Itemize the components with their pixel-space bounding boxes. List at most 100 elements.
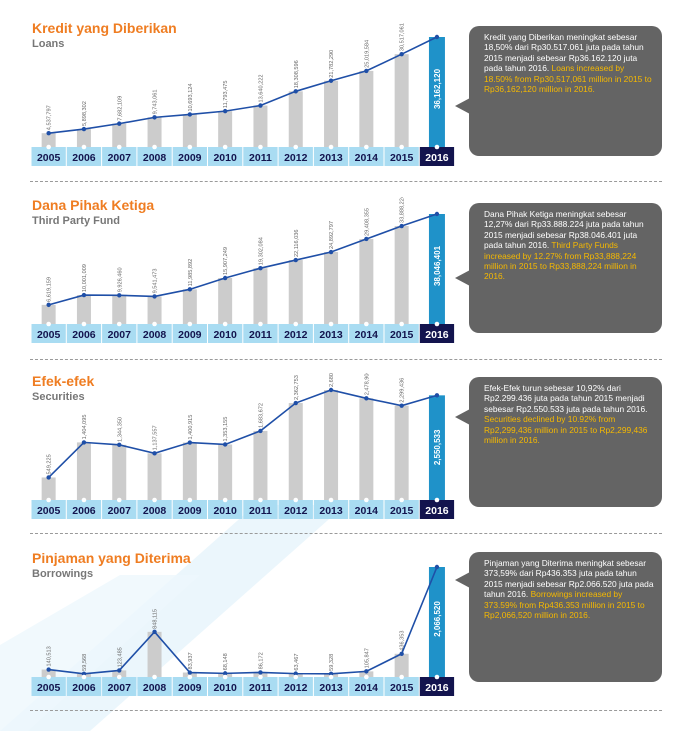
tick-label-2010: 2010 <box>213 152 237 164</box>
axis-dot-2011 <box>258 497 263 503</box>
axis-dot-2008 <box>152 674 157 680</box>
point-2013 <box>328 78 334 83</box>
point-2015 <box>399 651 404 656</box>
axis-dot-2016 <box>434 497 440 503</box>
point-2009 <box>187 112 193 117</box>
loans-section: Kredit yang Diberikan Loans 4,537,797 5,8… <box>0 20 687 180</box>
data-label-2010: 68,148 <box>223 653 229 670</box>
point-2016 <box>434 564 440 570</box>
year-box-2015 <box>384 147 419 166</box>
data-label-2008: 848,115 <box>153 609 159 629</box>
bar-2007 <box>112 295 127 324</box>
data-label-2009: 10,693,124 <box>188 83 194 111</box>
data-label-2011: 19,302,084 <box>258 237 264 265</box>
axis-dot-2011 <box>258 321 263 327</box>
year-box-2008 <box>137 324 172 343</box>
data-label-2009: 11,985,892 <box>188 259 194 287</box>
bar-2014 <box>359 238 374 324</box>
data-label-2012: 18,308,596 <box>294 60 300 88</box>
data-label-2014: 29,408,355 <box>364 208 370 236</box>
year-box-2013 <box>313 147 349 166</box>
tick-label-2013: 2013 <box>319 505 343 517</box>
year-box-2014 <box>349 147 384 166</box>
data-label-2011: 1,683,672 <box>258 403 264 428</box>
axis-dot-2012 <box>293 497 299 503</box>
axis-dot-2007 <box>116 144 122 150</box>
data-label-2016: 2,066,520 <box>433 601 442 637</box>
data-label-2005: 140,513 <box>47 646 53 666</box>
axis-dot-2011 <box>258 144 263 150</box>
point-2010 <box>222 671 228 676</box>
data-label-2007: 7,682,109 <box>117 96 123 121</box>
year-box-2015 <box>384 677 419 696</box>
point-2008 <box>152 294 157 299</box>
tick-label-2015: 2015 <box>390 505 414 517</box>
data-label-2013: 21,782,290 <box>329 50 335 78</box>
point-2008 <box>152 451 157 456</box>
bar-2008 <box>147 631 162 677</box>
tick-label-2009: 2009 <box>178 152 202 164</box>
loans-callout-pointer <box>455 98 470 114</box>
tick-label-2005: 2005 <box>37 505 61 517</box>
axis-dot-2006 <box>81 321 87 327</box>
bar-2016 <box>428 214 445 324</box>
third-party-fund-callout-pointer <box>455 270 470 286</box>
trend-line <box>48 36 438 134</box>
point-2016 <box>434 34 440 40</box>
point-2011 <box>258 265 263 271</box>
securities-callout-pointer <box>455 409 470 425</box>
axis-dot-2013 <box>328 497 334 503</box>
point-2007 <box>117 293 122 298</box>
point-2014 <box>364 669 369 674</box>
data-label-2014: 105,847 <box>364 648 370 668</box>
axis-dot-2006 <box>81 497 87 503</box>
year-box-2011 <box>243 677 278 696</box>
data-label-2015: 33,888,224 <box>400 197 406 223</box>
borrowings-chart: 140,513 59,568 123,485 848,115 83,937 68,148 8… <box>31 564 455 696</box>
year-box-2008 <box>137 677 172 696</box>
tick-label-2011: 2011 <box>249 682 272 694</box>
borrowings-section: Pinjaman yang Diterima Borrowings 140,51… <box>0 550 687 710</box>
point-2014 <box>364 236 369 242</box>
borrowings-subtitle: Borrowings <box>32 568 94 580</box>
year-box-2005 <box>31 500 66 519</box>
tick-label-2014: 2014 <box>355 682 379 694</box>
data-label-2011: 13,640,222 <box>258 75 264 103</box>
tick-label-2007: 2007 <box>108 152 132 164</box>
securities-chart: 549,225 1,404,095 1,344,350 1,137,557 1,400,… <box>31 373 455 519</box>
axis-dot-2010 <box>222 144 228 150</box>
third-party-fund-chart: 6,619,159 10,001,009 9,926,460 9,541,473 11,… <box>31 197 455 343</box>
data-label-2011: 86,172 <box>258 652 264 669</box>
axis-dot-2006 <box>81 144 87 150</box>
tick-label-2005: 2005 <box>37 329 61 341</box>
tick-label-2006: 2006 <box>72 505 96 517</box>
tick-label-2012: 2012 <box>284 682 308 694</box>
bar-2009 <box>182 442 197 500</box>
year-box-2013 <box>313 677 349 696</box>
point-2005 <box>46 475 51 480</box>
axis-dot-2008 <box>152 321 157 327</box>
year-box-2005 <box>31 677 66 696</box>
axis-dot-2005 <box>46 144 51 150</box>
year-box-2015 <box>384 324 419 343</box>
data-label-2013: 59,328 <box>329 654 335 671</box>
point-2011 <box>258 670 263 675</box>
year-box-2014 <box>349 500 384 519</box>
loans-title: Kredit yang Diberikan <box>32 20 177 36</box>
tick-label-2009: 2009 <box>178 505 202 517</box>
borrowings-callout: Pinjaman yang Diterima meningkat sebesar… <box>469 552 662 682</box>
tick-label-2012: 2012 <box>284 329 308 341</box>
data-label-2005: 6,619,159 <box>47 277 53 302</box>
axis-dot-2014 <box>364 497 369 503</box>
axis-dot-2008 <box>152 144 157 150</box>
securities-subtitle: Securities <box>32 391 85 403</box>
tick-label-2012: 2012 <box>284 152 308 164</box>
bar-2015 <box>394 653 409 677</box>
point-2015 <box>399 51 404 57</box>
bar-2007 <box>112 670 127 677</box>
axis-dot-2006 <box>81 674 87 680</box>
point-2006 <box>81 126 87 132</box>
bar-2008 <box>147 117 162 147</box>
point-2006 <box>81 671 87 677</box>
data-label-2009: 83,937 <box>188 652 194 669</box>
